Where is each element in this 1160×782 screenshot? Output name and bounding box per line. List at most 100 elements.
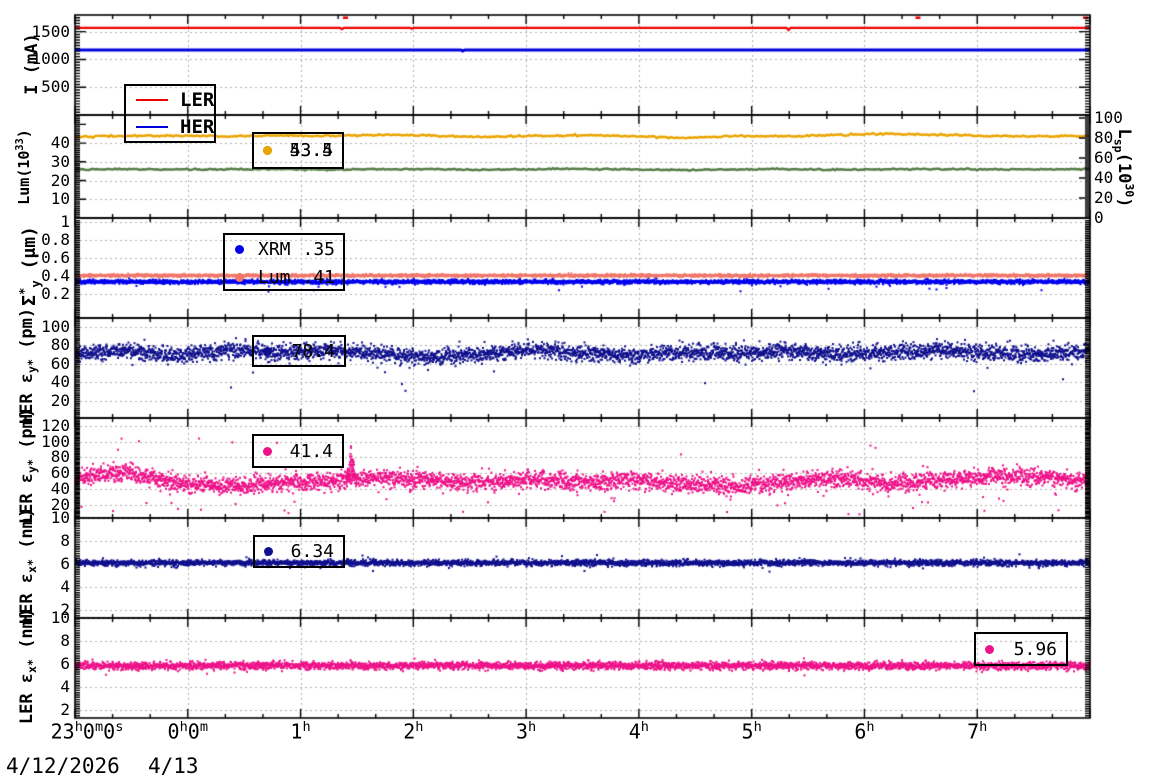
sigma-y-legend: XRM .35 Lum .41 xyxy=(223,233,345,291)
label-segment: 3 xyxy=(515,719,529,744)
label-segment: h xyxy=(866,719,875,735)
y-tick-label: 10 xyxy=(50,508,70,527)
her-ex-value: 6.34 xyxy=(290,541,334,562)
ler-ey-marker-dot xyxy=(263,446,272,456)
right-y-tick-label: 100 xyxy=(1094,108,1123,127)
right-y-tick-label: 20 xyxy=(1094,188,1114,207)
legend-row-lum-sigma: Lum .41 xyxy=(225,263,343,291)
ler-ey-value-box: 41.4 xyxy=(252,434,344,468)
x-axis-label: 0h0m xyxy=(168,719,208,744)
y-tick-label: 120 xyxy=(41,415,70,435)
date-label-start: 4/12/2026 xyxy=(6,754,120,778)
label-segment: m xyxy=(94,719,104,735)
x-axis-label: 23h0m0s xyxy=(51,719,124,744)
luminosity-value-box: 43.4 53.5 xyxy=(252,132,344,169)
lum-sigma-label: Lum xyxy=(258,266,291,288)
legend-row-xrm: XRM .35 xyxy=(225,235,343,263)
xrm-value: .35 xyxy=(302,238,335,260)
y-tick-label: 100 xyxy=(41,316,70,336)
label-segment: h xyxy=(74,719,83,735)
label-segment: 23 xyxy=(50,719,75,744)
y-tick-label: 6 xyxy=(60,553,70,573)
ler-line-swatch xyxy=(136,98,168,101)
y-tick-label: 1000 xyxy=(31,49,70,69)
date-label-next: 4/13 xyxy=(148,754,199,778)
lum-marker-dot xyxy=(263,146,272,155)
x-axis-label: 1h xyxy=(290,719,310,744)
label-segment: 0 xyxy=(103,719,116,744)
label-segment: 0 xyxy=(167,719,180,744)
y-tick-label: 2 xyxy=(60,599,70,619)
legend-row-ler: LER xyxy=(126,86,214,113)
xrm-label: XRM xyxy=(258,238,291,260)
right-y-tick-label: 60 xyxy=(1094,148,1114,167)
y-tick-label: 20 xyxy=(50,390,70,410)
lum-lsp-overlapped-values: 43.4 53.5 xyxy=(272,140,333,162)
x-axis-label: 4h xyxy=(629,719,649,744)
ler-ey-value: 41.4 xyxy=(289,440,333,462)
y-tick-label: 4 xyxy=(60,676,70,696)
y-tick-label: 80 xyxy=(50,447,70,467)
y-tick-label: 1500 xyxy=(31,21,70,41)
her-line-swatch xyxy=(136,125,168,128)
y-tick-label: 0.6 xyxy=(41,247,70,267)
y-tick-label: 80 xyxy=(50,335,70,355)
label-segment: h xyxy=(979,719,988,735)
label-segment: 7 xyxy=(967,719,980,744)
label-segment: 4 xyxy=(628,719,641,744)
ler-ex-value: 5.96 xyxy=(1013,638,1057,660)
y-tick-label: 30 xyxy=(50,151,70,171)
label-segment: h xyxy=(415,719,424,735)
label-segment: 0 xyxy=(82,719,95,744)
y-tick-label: 10 xyxy=(50,189,70,209)
x-axis-label: 3h xyxy=(516,719,536,744)
right-y-tick-label: 0 xyxy=(1094,208,1104,227)
ler-ex-marker-dot xyxy=(985,644,994,654)
y-tick-label: 100 xyxy=(41,431,70,451)
her-ey-marker-dot xyxy=(263,346,272,356)
her-ey-value: 78.4 xyxy=(291,340,335,362)
y-tick-label: 4 xyxy=(60,576,70,596)
her-ex-marker-dot xyxy=(264,547,273,556)
label-segment: h xyxy=(753,719,762,735)
y-tick-label: 8 xyxy=(60,530,70,550)
lum-value: 43.4 xyxy=(289,139,333,161)
x-axis-label: 2h xyxy=(403,719,423,744)
y-tick-label: 60 xyxy=(50,463,70,483)
label-segment: h xyxy=(640,719,649,735)
label-segment: 5 xyxy=(741,719,754,744)
y-tick-label: 60 xyxy=(50,353,70,373)
y-tick-label: 1 xyxy=(60,211,70,231)
label-segment: h xyxy=(179,719,188,735)
right-y-tick-label: 40 xyxy=(1094,168,1114,187)
y-tick-label: 20 xyxy=(50,494,70,514)
current-legend: LER HER xyxy=(124,84,216,143)
y-tick-label: 20 xyxy=(50,170,70,190)
label-segment: 2 xyxy=(403,719,416,744)
x-axis-label: 7h xyxy=(967,719,987,744)
label-segment: 0 xyxy=(187,719,200,744)
her-ey-value-box: 78.4 xyxy=(252,335,346,367)
y-tick-label: 8 xyxy=(60,630,70,650)
lum-sigma-value: .41 xyxy=(302,266,335,288)
x-axis-label: 6h xyxy=(854,719,874,744)
her-label: HER xyxy=(180,115,215,138)
her-ex-value-box: 6.34 xyxy=(253,535,345,568)
ler-ex-value-box: 5.96 xyxy=(974,632,1068,666)
y-tick-label: 6 xyxy=(60,653,70,673)
right-y-tick-label: 80 xyxy=(1094,128,1114,147)
legend-row-her: HER xyxy=(126,113,214,140)
y-tick-label: 40 xyxy=(50,133,70,153)
lsp-value: 53.5 xyxy=(289,139,333,161)
label-segment: 6 xyxy=(854,719,867,744)
y-tick-label: 40 xyxy=(50,372,70,392)
y-tick-label: 40 xyxy=(50,479,70,499)
xrm-marker-dot xyxy=(235,244,244,254)
label-segment: 1 xyxy=(290,719,303,744)
label-segment: h xyxy=(528,719,537,735)
x-axis-label: 5h xyxy=(742,719,762,744)
label-segment: m xyxy=(199,719,208,735)
y-tick-label: 0.2 xyxy=(41,283,70,303)
